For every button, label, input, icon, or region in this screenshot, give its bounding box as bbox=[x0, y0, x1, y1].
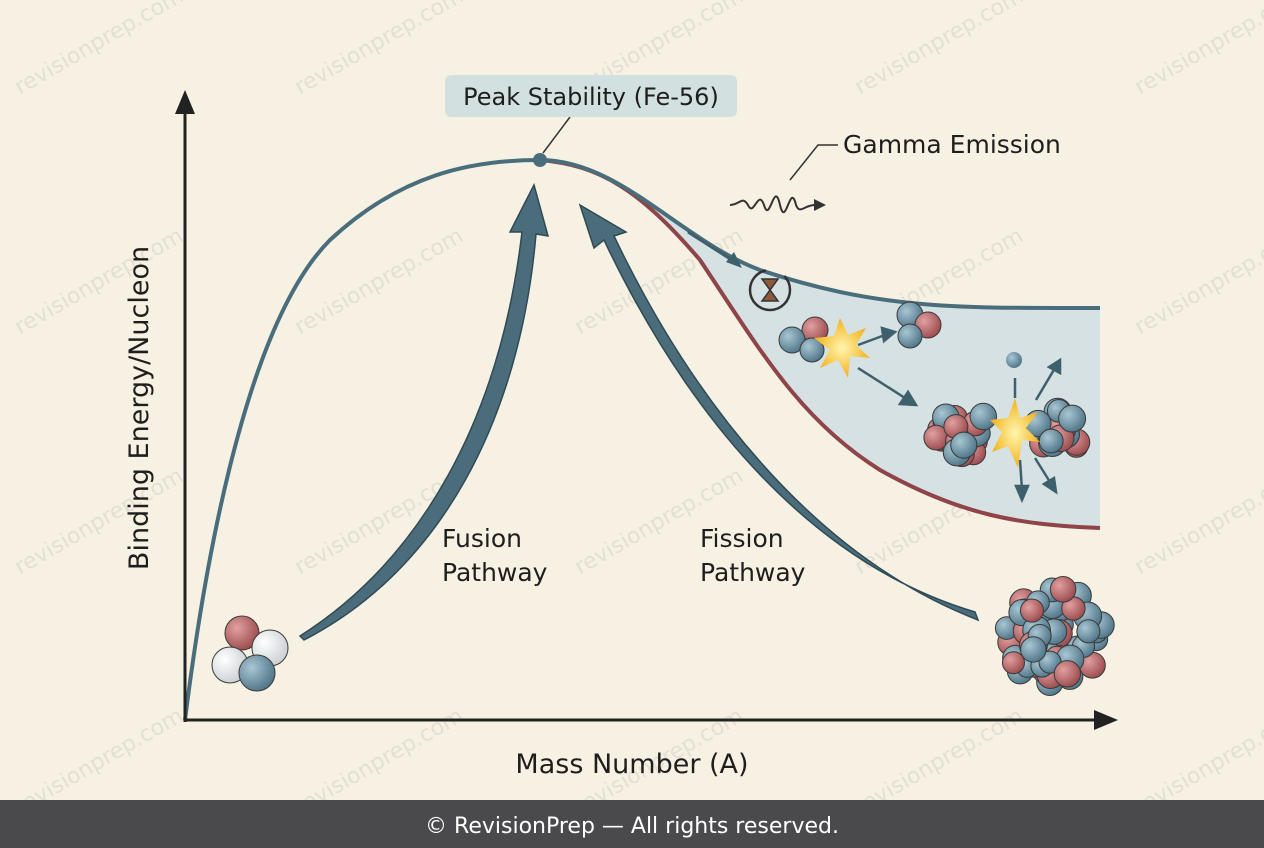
nucleon bbox=[1019, 598, 1045, 623]
nucleon bbox=[1053, 660, 1082, 688]
nucleon bbox=[1076, 619, 1101, 644]
watermark: revisionprep.com bbox=[291, 223, 468, 340]
fusion-arrow bbox=[298, 182, 550, 641]
nucleon bbox=[950, 431, 978, 459]
nucleon bbox=[1020, 636, 1047, 663]
spark bbox=[990, 398, 1040, 468]
peak-leader bbox=[542, 116, 571, 154]
gamma-wave bbox=[729, 195, 816, 214]
nuclei bbox=[211, 301, 1115, 696]
peak-point bbox=[533, 153, 547, 167]
neutron bbox=[1006, 352, 1022, 368]
watermark: revisionprep.com bbox=[291, 0, 468, 100]
nucleon bbox=[224, 615, 260, 651]
gamma-arrow bbox=[814, 199, 826, 211]
fission-label-line: Fission bbox=[700, 524, 784, 553]
footer: © RevisionPrep — All rights reserved. bbox=[425, 814, 839, 839]
watermark: revisionprep.com bbox=[1131, 223, 1264, 340]
hourglass bbox=[760, 278, 780, 302]
fusion-label-line: Fusion bbox=[442, 524, 522, 553]
nucleon bbox=[969, 402, 998, 431]
spark bbox=[814, 318, 870, 378]
emission-arrows bbox=[857, 326, 1062, 504]
watermark: revisionprep.com bbox=[1131, 0, 1264, 100]
watermark: revisionprep.com bbox=[11, 223, 188, 340]
nucleon bbox=[238, 654, 276, 692]
fission-label: Fission Pathway bbox=[700, 524, 806, 587]
x-axis-label: Mass Number (A) bbox=[515, 749, 748, 780]
watermark: revisionprep.com bbox=[11, 463, 188, 580]
peak-label: Peak Stability (Fe-56) bbox=[463, 83, 719, 111]
y-axis-arrow bbox=[175, 90, 195, 114]
fusion-label-line: Pathway bbox=[442, 558, 548, 587]
peak-label-box bbox=[445, 75, 737, 117]
fission-label-line: Pathway bbox=[700, 558, 806, 587]
watermark: revisionprep.com bbox=[851, 0, 1028, 100]
nucleon bbox=[1038, 428, 1064, 454]
nucleon bbox=[897, 323, 923, 349]
nucleon bbox=[799, 337, 825, 363]
gamma-leader bbox=[789, 144, 838, 181]
fission-arrow bbox=[578, 203, 980, 622]
decay-arrowhead bbox=[726, 252, 742, 268]
nucleon bbox=[1049, 576, 1077, 603]
nucleon bbox=[1001, 651, 1026, 675]
decay-arrow bbox=[687, 230, 736, 264]
watermark: revisionprep.com bbox=[1131, 463, 1264, 580]
nucleon bbox=[1058, 404, 1087, 433]
timer-icon bbox=[748, 268, 792, 312]
gamma-label: Gamma Emission bbox=[843, 130, 1061, 159]
y-axis-label: Binding Energy/Nucleon bbox=[124, 246, 155, 570]
x-axis-arrow bbox=[1094, 710, 1118, 730]
footer-bar bbox=[0, 800, 1264, 848]
fusion-label: Fusion Pathway bbox=[442, 524, 548, 587]
watermark: revisionprep.com bbox=[11, 0, 188, 100]
